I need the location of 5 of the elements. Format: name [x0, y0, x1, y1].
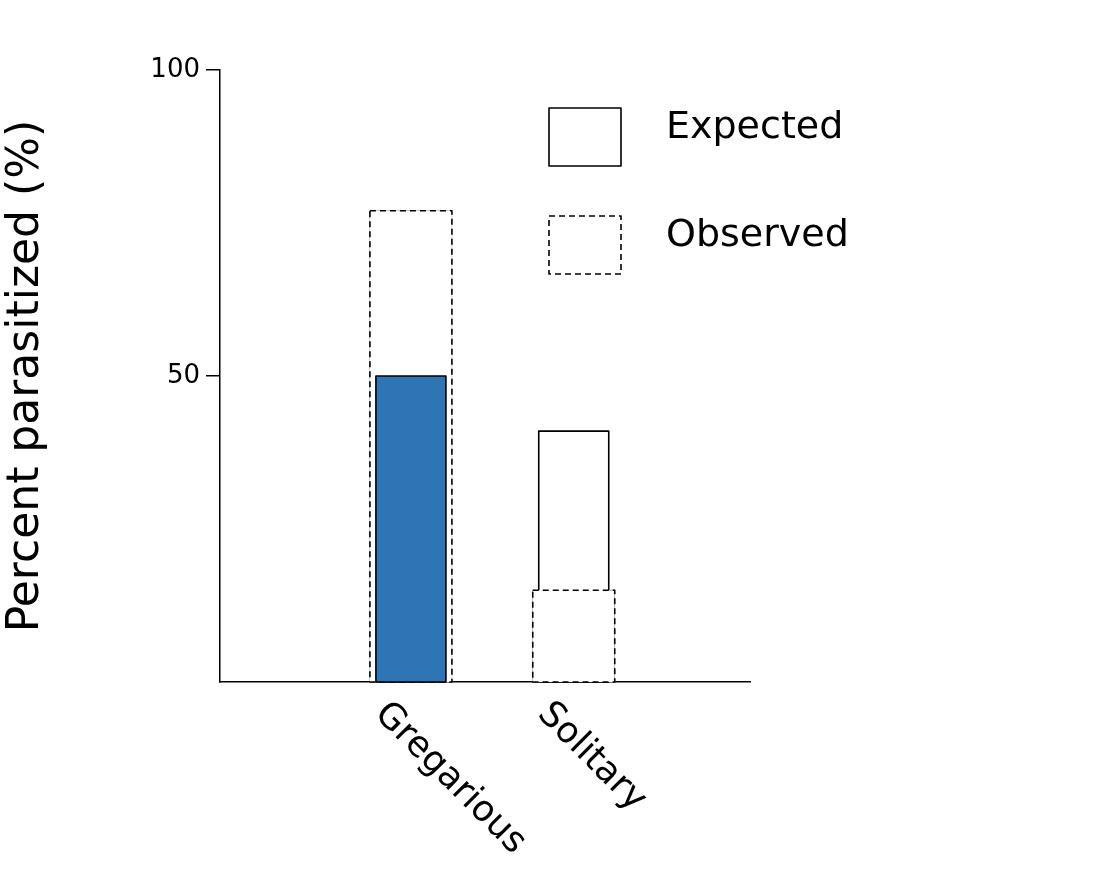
- y-tick-label: 100: [150, 52, 200, 83]
- legend-label: Observed: [666, 210, 849, 255]
- y-tick-label: 50: [166, 358, 200, 389]
- y-axis-title: Percent parasitized (%): [0, 119, 48, 633]
- legend-label: Expected: [666, 102, 844, 147]
